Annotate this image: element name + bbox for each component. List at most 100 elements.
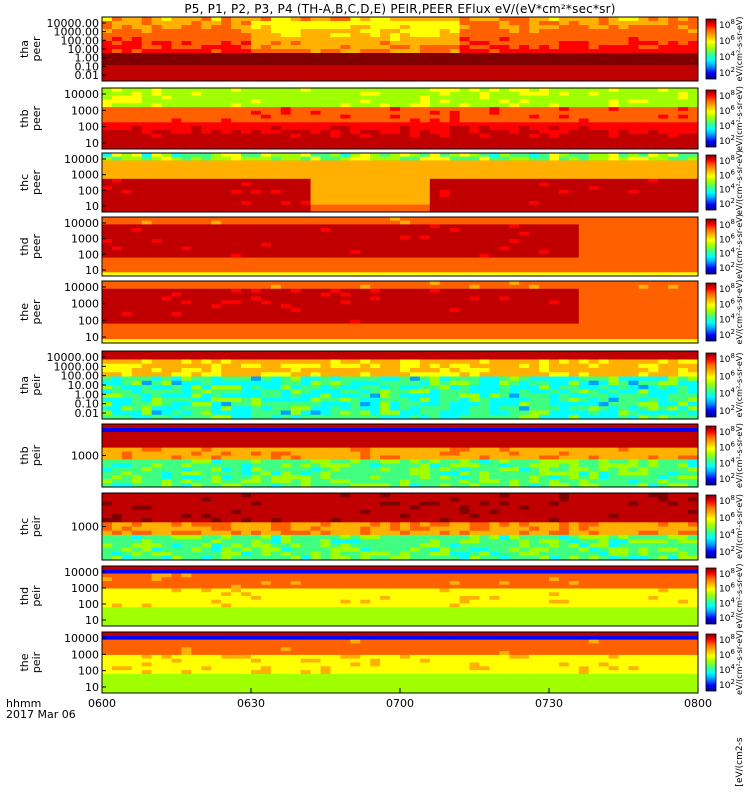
heatmap-cell xyxy=(429,182,441,187)
heatmap-cell xyxy=(459,186,470,191)
heatmap-cell xyxy=(380,300,391,305)
heatmap-cell xyxy=(290,197,302,202)
heatmap-cell xyxy=(568,228,580,233)
heatmap-cell xyxy=(628,331,639,336)
heatmap-cell xyxy=(509,268,520,273)
heatmap-cell xyxy=(618,61,629,66)
heatmap-cell xyxy=(340,21,351,26)
heatmap-cell xyxy=(390,186,401,191)
heatmap-cell xyxy=(141,208,153,213)
heatmap-cell xyxy=(519,284,530,290)
heatmap-cell xyxy=(280,239,292,244)
heatmap-cell xyxy=(638,264,649,270)
heatmap-cell xyxy=(469,208,480,213)
heatmap-cell xyxy=(439,110,451,116)
heatmap-cell xyxy=(578,122,590,127)
heatmap-cell xyxy=(479,308,490,313)
heatmap-cell xyxy=(568,171,580,176)
heatmap-cell xyxy=(658,77,669,82)
heatmap-cell xyxy=(449,239,460,244)
heatmap-cell xyxy=(310,308,321,313)
heatmap-cell xyxy=(628,61,639,66)
heatmap-cell xyxy=(509,53,520,58)
heatmap-cell xyxy=(628,126,639,131)
heatmap-cell xyxy=(549,95,560,100)
heatmap-cell xyxy=(638,49,649,54)
heatmap-cell xyxy=(588,261,600,266)
heatmap-cell xyxy=(380,228,391,233)
heatmap-cell xyxy=(300,217,311,222)
panel-label-probe: the xyxy=(18,303,31,321)
heatmap-cell xyxy=(310,153,321,158)
heatmap-cell xyxy=(380,284,391,290)
heatmap-cell xyxy=(678,114,689,119)
heatmap-cell xyxy=(280,288,292,294)
heatmap-cell xyxy=(330,250,341,255)
heatmap-cell xyxy=(439,204,451,209)
heatmap-cell xyxy=(509,217,520,222)
heatmap-cell xyxy=(360,197,371,202)
heatmap-cell xyxy=(211,250,222,255)
heatmap-cell xyxy=(628,315,639,321)
heatmap-cell xyxy=(409,95,421,100)
heatmap-cell xyxy=(121,250,133,255)
heatmap-cell xyxy=(539,160,550,165)
heatmap-cell xyxy=(529,114,540,119)
heatmap-cell xyxy=(469,114,480,119)
heatmap-cell xyxy=(260,239,272,244)
heatmap-cell xyxy=(598,99,609,104)
heatmap-cell xyxy=(400,217,411,222)
heatmap-cell xyxy=(400,200,411,206)
heatmap-cell xyxy=(608,288,619,294)
heatmap-cell xyxy=(479,61,490,66)
heatmap-cell xyxy=(509,246,520,251)
heatmap-cell xyxy=(688,319,699,325)
heatmap-cell xyxy=(400,308,411,313)
heatmap-cell xyxy=(221,204,232,209)
heatmap-cell xyxy=(231,73,242,78)
heatmap-cell xyxy=(370,153,381,158)
heatmap-cell xyxy=(102,114,113,119)
heatmap-cell xyxy=(529,49,540,54)
heatmap-cell xyxy=(111,156,123,161)
heatmap-cell xyxy=(161,91,172,97)
heatmap-cell xyxy=(330,57,341,62)
heatmap-cell xyxy=(409,73,421,78)
heatmap-cell xyxy=(568,220,580,225)
heatmap-cell xyxy=(638,189,649,194)
heatmap-cell xyxy=(648,110,659,116)
heatmap-cell xyxy=(429,335,441,340)
heatmap-cell xyxy=(459,281,470,286)
heatmap-cell xyxy=(270,292,282,297)
heatmap-cell xyxy=(201,129,212,135)
heatmap-cell xyxy=(121,292,133,297)
heatmap-cell xyxy=(549,300,560,305)
heatmap-cell xyxy=(211,153,222,158)
heatmap-cell xyxy=(360,253,371,258)
heatmap-cell xyxy=(270,37,282,42)
heatmap-cell xyxy=(419,37,431,42)
heatmap-cell xyxy=(449,231,460,236)
heatmap-cell xyxy=(558,220,570,225)
heatmap-cell xyxy=(102,300,113,305)
colorbar-tick-label: 102 xyxy=(719,134,735,147)
heatmap-cell xyxy=(310,228,321,233)
heatmap-cell xyxy=(191,77,202,82)
heatmap-cell xyxy=(638,99,649,104)
heatmap-cell xyxy=(648,224,659,229)
heatmap-cell xyxy=(499,33,510,38)
heatmap-cell xyxy=(628,257,639,262)
heatmap-cell xyxy=(608,284,619,290)
heatmap-cell xyxy=(370,167,381,172)
heatmap-cell xyxy=(638,61,649,66)
heatmap-cell xyxy=(290,45,302,50)
heatmap-cell xyxy=(260,21,272,26)
heatmap-cell xyxy=(151,193,162,198)
heatmap-cell xyxy=(251,156,262,161)
heatmap-cell xyxy=(469,327,480,332)
heatmap-cell xyxy=(161,239,172,244)
heatmap-cell xyxy=(638,335,649,340)
heatmap-cell xyxy=(251,153,262,158)
heatmap-cell xyxy=(131,372,143,377)
heatmap-cell xyxy=(479,17,490,22)
